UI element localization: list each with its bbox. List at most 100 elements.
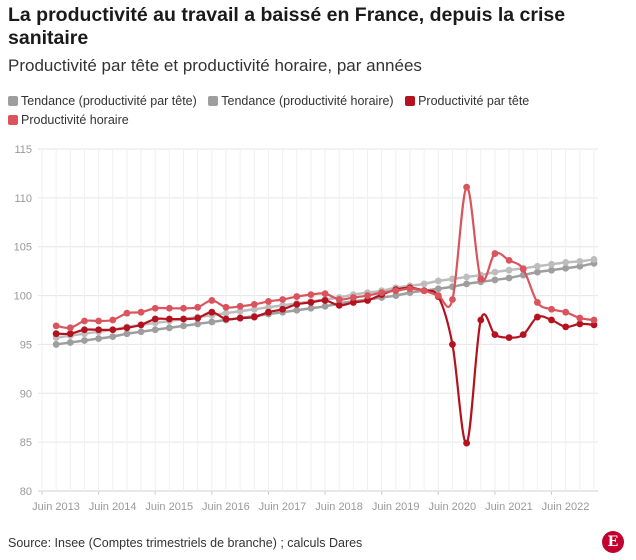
data-point-series-0 <box>307 304 315 312</box>
y-tick-label: 100 <box>14 291 32 303</box>
y-tick-label: 105 <box>14 242 32 254</box>
data-point-series-2 <box>491 331 499 339</box>
data-point-series-2 <box>364 297 371 304</box>
data-point-series-2 <box>236 314 244 322</box>
data-point-series-1 <box>463 273 471 281</box>
data-point-series-0 <box>293 306 301 314</box>
data-point-series-3 <box>194 303 202 311</box>
data-point-series-3 <box>335 296 343 303</box>
data-point-series-0 <box>123 330 131 338</box>
x-tick-label: Juin 2021 <box>485 501 533 513</box>
data-point-series-2 <box>279 305 287 313</box>
data-point-series-3 <box>279 296 287 303</box>
data-point-series-0 <box>137 328 145 336</box>
legend-item-per-head[interactable]: Productivité par tête <box>405 92 529 111</box>
data-point-series-3 <box>137 308 145 316</box>
legend-label: Tendance (productivité horaire) <box>221 94 394 108</box>
data-point-series-2 <box>151 315 159 323</box>
x-tick-label: Juin 2022 <box>542 501 590 513</box>
data-point-series-1 <box>562 258 570 266</box>
data-point-series-3 <box>548 305 555 313</box>
legend-item-trend-per-head[interactable]: Tendance (productivité par tête) <box>8 92 197 111</box>
legend-label: Productivité horaire <box>21 113 129 127</box>
data-point-series-3 <box>505 256 513 264</box>
data-point-series-3 <box>321 290 329 298</box>
data-point-series-0 <box>52 341 60 348</box>
data-point-series-2 <box>165 315 173 323</box>
legend-swatch <box>8 115 18 125</box>
data-point-series-0 <box>576 262 584 270</box>
data-point-series-3 <box>562 308 570 316</box>
data-point-series-2 <box>265 308 272 316</box>
data-point-series-3 <box>81 317 88 325</box>
source-note: Source: Insee (Comptes trimestriels de b… <box>8 536 363 550</box>
data-point-series-3 <box>52 322 60 330</box>
data-point-series-1 <box>491 268 499 276</box>
data-point-series-2 <box>463 439 471 447</box>
data-point-series-0 <box>208 318 216 326</box>
data-point-series-1 <box>236 307 244 315</box>
data-point-series-2 <box>52 330 60 338</box>
data-point-series-0 <box>109 333 117 341</box>
data-point-series-1 <box>576 257 584 265</box>
x-tick-label: Juin 2018 <box>315 501 363 513</box>
data-point-series-2 <box>109 326 117 334</box>
legend-item-hourly[interactable]: Productivité horaire <box>8 111 129 130</box>
data-point-series-2 <box>95 326 103 334</box>
data-point-series-2 <box>194 314 202 322</box>
data-point-series-0 <box>95 335 103 342</box>
y-tick-label: 110 <box>14 193 32 205</box>
data-point-series-0 <box>321 302 329 310</box>
x-tick-label: Juin 2017 <box>259 501 307 513</box>
data-point-series-2 <box>321 297 329 304</box>
x-tick-label: Juin 2019 <box>372 501 420 513</box>
data-point-series-3 <box>236 302 244 310</box>
data-point-series-3 <box>265 298 272 305</box>
data-point-series-3 <box>533 299 541 306</box>
data-point-series-2 <box>222 315 230 323</box>
data-point-series-1 <box>505 266 513 274</box>
data-point-series-0 <box>194 320 202 328</box>
legend-item-trend-hourly[interactable]: Tendance (productivité horaire) <box>208 92 394 111</box>
legend-swatch <box>208 96 219 106</box>
data-point-series-2 <box>123 324 131 332</box>
data-point-series-2 <box>81 326 88 334</box>
data-point-series-3 <box>151 304 159 312</box>
y-tick-label: 95 <box>20 339 32 351</box>
x-tick-label: Juin 2020 <box>428 501 476 513</box>
data-point-series-3 <box>519 265 527 273</box>
data-point-series-3 <box>208 297 216 304</box>
data-point-series-3 <box>109 316 117 324</box>
data-point-series-2 <box>477 316 485 324</box>
data-point-series-0 <box>434 285 442 293</box>
data-point-series-0 <box>491 276 499 284</box>
data-point-series-3 <box>123 309 131 317</box>
data-point-series-3 <box>406 285 414 293</box>
data-point-series-1 <box>420 280 428 288</box>
chart-title: La productivité au travail a baissé en F… <box>8 4 566 49</box>
legend-swatch <box>405 96 416 106</box>
data-point-series-2 <box>519 331 527 339</box>
data-point-series-2 <box>533 313 541 321</box>
data-point-series-1 <box>434 277 442 285</box>
data-point-series-2 <box>307 299 315 306</box>
data-point-series-2 <box>562 323 570 331</box>
y-tick-label: 85 <box>20 437 32 449</box>
data-point-series-1 <box>548 260 555 268</box>
data-point-series-3 <box>95 317 103 325</box>
y-tick-label: 80 <box>20 486 32 498</box>
data-point-series-1 <box>590 256 598 263</box>
x-tick-label: Juin 2014 <box>89 501 137 513</box>
data-point-series-2 <box>335 301 343 309</box>
publisher-logo: E <box>602 531 624 553</box>
data-point-series-3 <box>392 287 400 295</box>
y-tick-label: 115 <box>14 144 32 156</box>
data-point-series-2 <box>349 299 357 306</box>
y-tick-label: 90 <box>20 388 32 400</box>
data-point-series-1 <box>250 305 258 313</box>
data-point-series-0 <box>180 322 187 330</box>
x-tick-label: Juin 2015 <box>145 501 193 513</box>
data-point-series-0 <box>548 266 555 274</box>
legend-label: Productivité par tête <box>418 94 530 108</box>
